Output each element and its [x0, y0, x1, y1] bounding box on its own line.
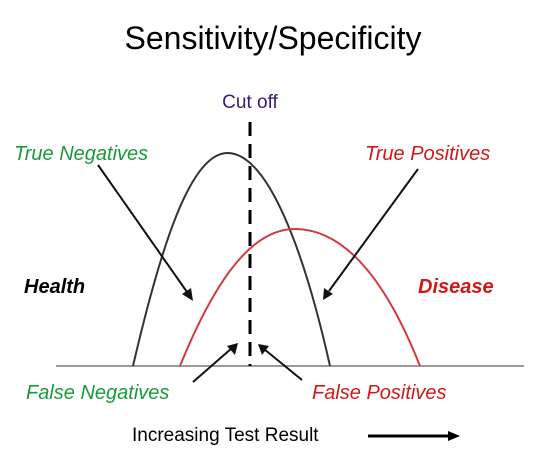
cutoff-label: Cut off — [222, 92, 278, 113]
page-title: Sensitivity/Specificity — [124, 20, 422, 56]
health-label: Health — [24, 276, 86, 298]
health-curve — [132, 151, 331, 367]
increasing-arrow-icon — [368, 431, 460, 441]
false-positives-arrow — [258, 344, 303, 381]
true-positives-label: True Positives — [365, 143, 491, 165]
true-positives-arrow — [323, 168, 419, 300]
true-negatives-arrow — [97, 164, 193, 301]
x-axis-label: Increasing Test Result — [132, 425, 319, 446]
false-negatives-arrow — [192, 343, 238, 383]
disease-curve — [179, 227, 421, 367]
false-positives-label: False Positives — [312, 382, 447, 404]
true-negatives-label: True Negatives — [14, 143, 149, 165]
false-negatives-label: False Negatives — [26, 382, 170, 404]
disease-label: Disease — [418, 276, 494, 298]
